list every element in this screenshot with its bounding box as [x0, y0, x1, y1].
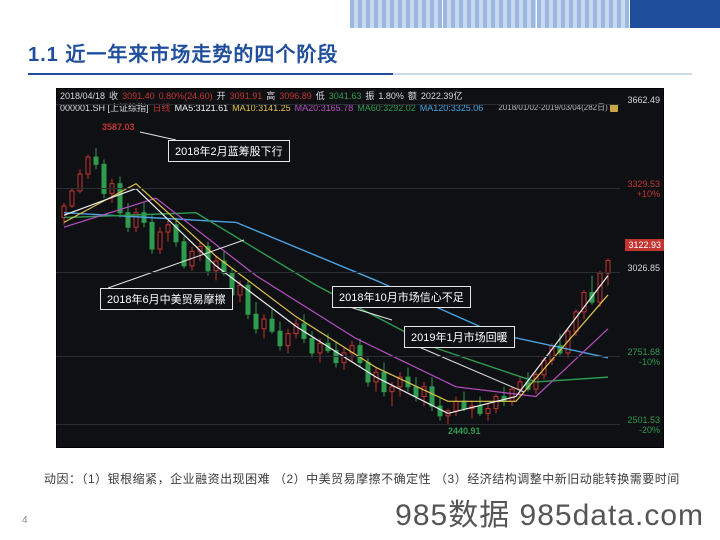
gridline: [56, 356, 620, 357]
y-axis: 3662.49 3329.53 +10% 3026.85 2751.68 -10% 25…: [620, 88, 664, 448]
banner-solid: [630, 0, 720, 28]
header-banner: [350, 0, 720, 28]
y-axis-label: 3662.49: [627, 96, 660, 106]
slide: 1.1 近一年来市场走势的四个阶段 2018/04/18收3091.400.80…: [0, 0, 720, 540]
gridline: [56, 424, 620, 425]
caption: 动因：（1）银根缩紧，企业融资出现困难 （2）中美贸易摩擦不确定性 （3）经济结…: [44, 470, 680, 487]
gridline: [56, 272, 620, 273]
banner-building-2: [443, 0, 536, 28]
banner-building-1: [350, 0, 443, 28]
gridline: [56, 188, 620, 189]
y-axis-label: 2751.68 -10%: [627, 348, 660, 368]
stock-chart: 2018/04/18收3091.400.80%(24.60)开3091.91高3…: [56, 88, 664, 448]
y-axis-label: 3026.85: [627, 264, 660, 274]
annotation-2: 2018年6月中美贸易摩擦: [100, 288, 233, 310]
title-block: 1.1 近一年来市场走势的四个阶段: [28, 38, 692, 75]
peak-label-low: 2440.91: [448, 426, 481, 436]
banner-building-3: [537, 0, 630, 28]
y-axis-label: 3329.53 +10%: [627, 180, 660, 200]
title-underline: [28, 73, 692, 75]
annotation-3: 2018年10月市场信心不足: [332, 286, 471, 308]
chart-canvas: [56, 88, 620, 448]
gridline: [56, 104, 620, 105]
watermark: 985数据 985data.com: [395, 490, 704, 534]
annotation-1: 2018年2月蓝筹股下行: [168, 140, 290, 162]
peak-label-high: 3587.03: [102, 122, 135, 132]
y-axis-label: 2501.53 -20%: [627, 416, 660, 436]
slide-title: 1.1 近一年来市场走势的四个阶段: [28, 38, 692, 67]
page-number: 4: [22, 515, 28, 526]
current-price-tag: 3122.93: [625, 239, 664, 251]
annotation-4: 2019年1月市场回暖: [404, 326, 515, 348]
